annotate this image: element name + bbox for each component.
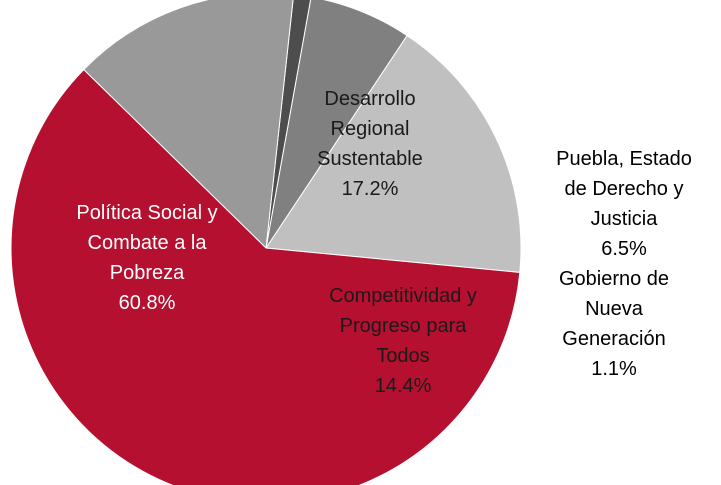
pie-slice — [10, 68, 521, 485]
slice-name-line: Pobreza — [110, 262, 185, 284]
slice-value-label: 6.5% — [601, 238, 647, 260]
slice-name-line: Justicia — [591, 208, 659, 230]
slice-value-label: 1.1% — [591, 358, 637, 380]
slice-name-line: Puebla, Estado — [556, 148, 692, 170]
slice-name-line: Regional — [331, 118, 410, 140]
slice-name-line: Política Social y — [76, 202, 217, 224]
pie-slice — [265, 34, 522, 273]
slice-value-label: 60.8% — [119, 292, 176, 314]
slice-name-line: Generación — [562, 328, 665, 350]
slice-value-label: 14.4% — [375, 375, 432, 397]
slice-name-line: Nueva — [585, 298, 644, 320]
slice-value-label: 17.2% — [342, 178, 399, 200]
slice-label: Gobierno de Nueva Generación 1.1% — [559, 268, 669, 380]
slice-name-line: Competitividad y — [329, 285, 477, 307]
slice-name-line: Gobierno de — [559, 268, 669, 290]
pie-slice — [265, 0, 408, 249]
slice-name-line: Progreso para — [340, 315, 468, 337]
slice-name-line: Combate a la — [88, 232, 208, 254]
slice-name-line: Todos — [376, 345, 429, 367]
pie-slice — [265, 0, 312, 249]
slice-label: Política Social y Combate a la Pobreza 60.8… — [76, 202, 217, 314]
slice-name-line: de Derecho y — [565, 178, 684, 200]
slice-name-line: Desarrollo — [324, 88, 415, 110]
slice-label: Puebla, Estado de Derecho y Justicia 6.5% — [556, 148, 692, 260]
pie-slice — [83, 0, 294, 250]
slice-name-line: Sustentable — [317, 148, 423, 170]
slice-label: Desarrollo Regional Sustentable 17.2% — [317, 88, 423, 200]
slice-label: Competitividad y Progreso para Todos 14.4% — [329, 285, 477, 397]
